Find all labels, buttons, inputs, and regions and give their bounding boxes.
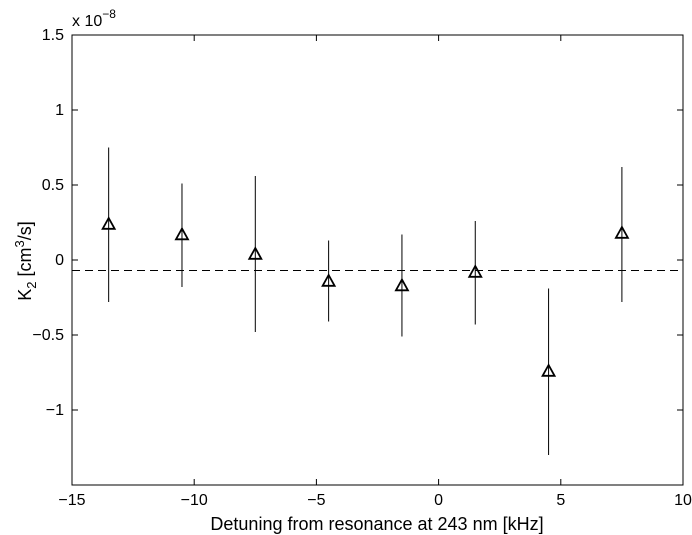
- y-axis-multiplier: x 10−8: [72, 7, 116, 30]
- data-point-triangle: [174, 226, 190, 241]
- x-tick-label: −5: [307, 492, 325, 509]
- data-point-triangle: [541, 363, 557, 377]
- x-axis-label: Detuning from resonance at 243 nm [kHz]: [210, 514, 543, 534]
- data-point-triangle: [614, 225, 630, 239]
- data-point-triangle: [101, 216, 117, 230]
- y-tick-label: 1.5: [42, 27, 64, 44]
- plot-area: −15 −10 −5 0 5 10 −1 −0.5 0 0.5 1 1.5: [32, 27, 692, 509]
- y-tick-label: 0: [55, 252, 64, 269]
- x-tick-label: −15: [58, 492, 85, 509]
- data-point-triangle: [247, 246, 263, 260]
- y-axis-label: K2 [cm3/s]: [12, 221, 39, 301]
- y-tick-label: −1: [46, 402, 64, 419]
- y-tick-label: 1: [55, 102, 64, 119]
- x-tick-label: 10: [674, 492, 692, 509]
- x-tick-label: 5: [556, 492, 565, 509]
- data-point-triangle: [394, 277, 410, 292]
- y-tick-label: 0.5: [42, 177, 64, 194]
- x-tick-label: 0: [434, 492, 443, 509]
- y-tick-label: −0.5: [32, 327, 64, 344]
- x-tick-label: −10: [181, 492, 208, 509]
- data-point-triangle: [321, 273, 337, 287]
- data-point-triangle: [467, 264, 483, 278]
